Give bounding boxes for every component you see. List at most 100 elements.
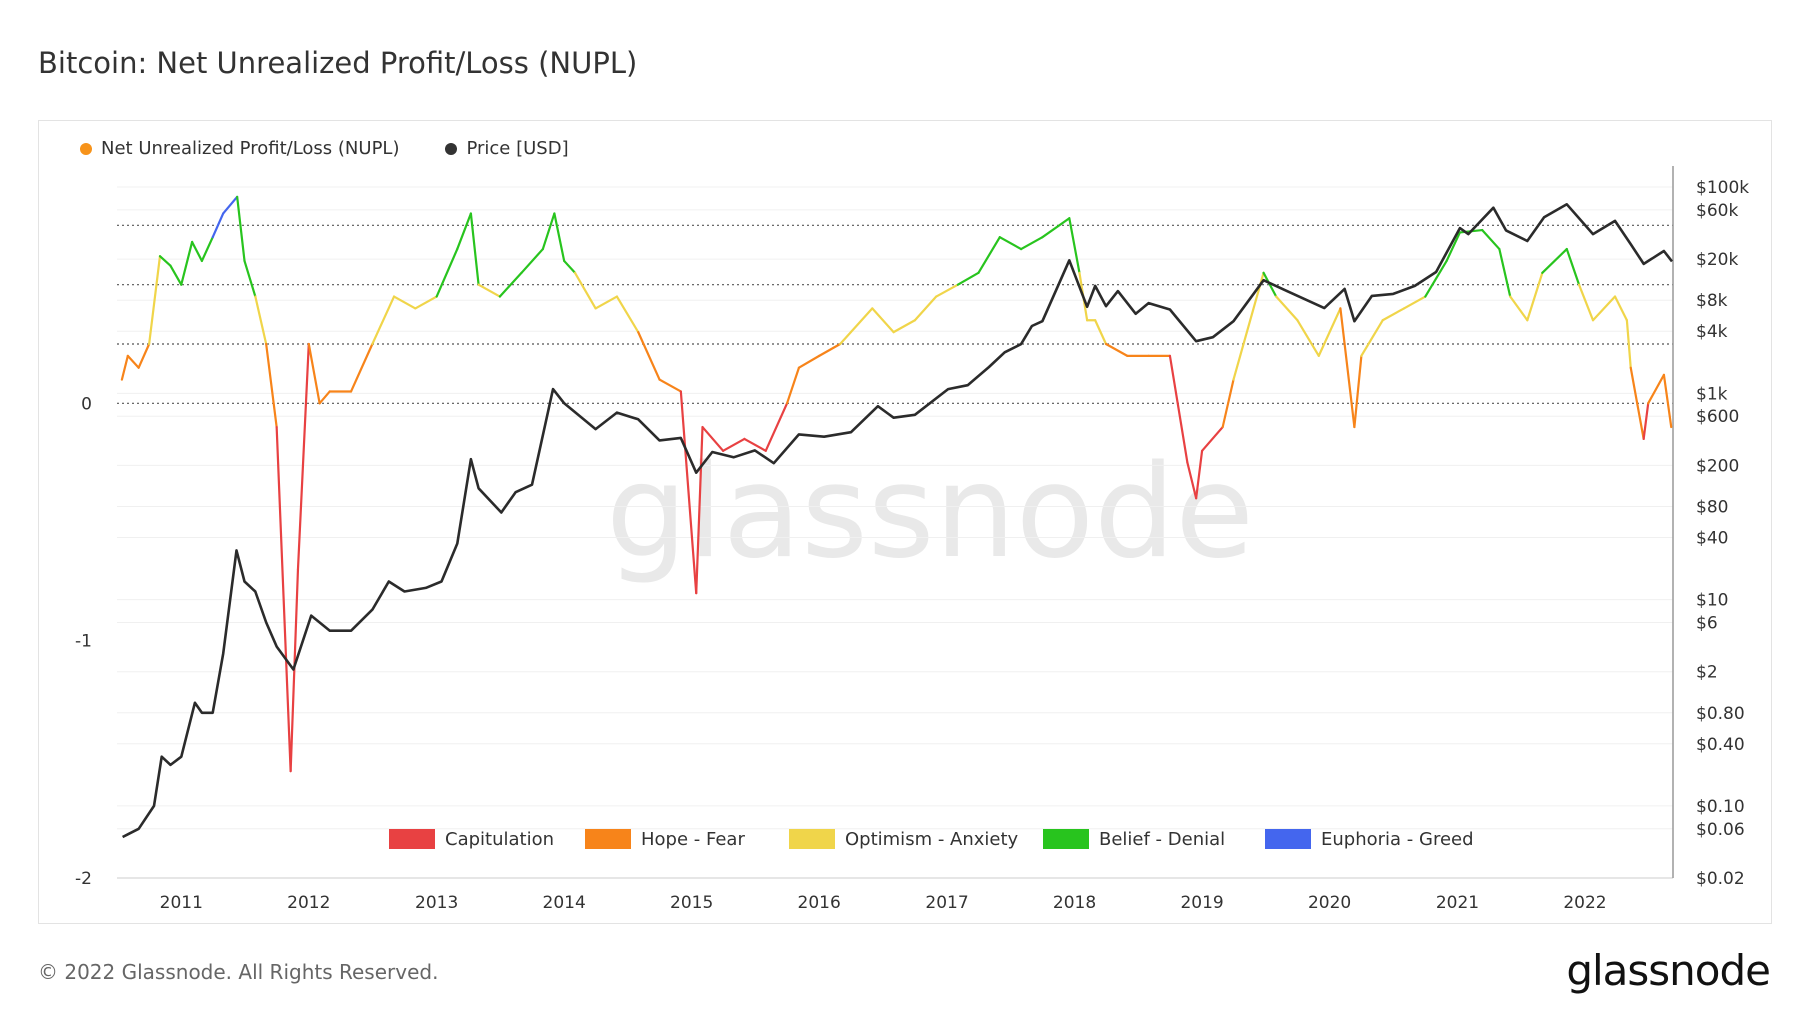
chart-card <box>38 120 1772 924</box>
nupl-segment <box>318 390 331 405</box>
nupl-segment <box>764 402 789 452</box>
nupl-segment <box>1353 354 1363 429</box>
zone-label: Optimism - Anxiety <box>845 829 1019 850</box>
x-tick-label: 2021 <box>1436 893 1479 913</box>
nupl-segment <box>839 307 874 346</box>
right-y-tick-label: $40 <box>1696 529 1728 549</box>
nupl-segment <box>1629 366 1645 441</box>
nupl-segment <box>180 240 194 286</box>
right-y-tick-label: $0.10 <box>1696 797 1745 817</box>
copyright-footer: © 2022 Glassnode. All Rights Reserved. <box>38 960 439 984</box>
right-y-tick-label: $2 <box>1696 663 1718 683</box>
watermark: glassnode <box>606 438 1254 587</box>
nupl-segment <box>679 390 698 595</box>
nupl-segment <box>137 342 151 369</box>
nupl-segment <box>722 437 746 452</box>
nupl-segment <box>1625 319 1632 369</box>
nupl-segment <box>935 283 959 298</box>
x-tick-label: 2017 <box>925 893 968 913</box>
series-legend: Net Unrealized Profit/Loss (NUPL) Price … <box>80 138 569 159</box>
nupl-segment <box>392 295 417 310</box>
nupl-segment <box>956 271 980 286</box>
nupl-segment <box>743 437 767 452</box>
nupl-segment <box>695 425 704 595</box>
nupl-segment <box>371 295 396 346</box>
x-tick-label: 2018 <box>1053 893 1096 913</box>
grid <box>117 186 1673 879</box>
nupl-segment <box>191 240 203 263</box>
nupl-segment <box>977 236 1001 274</box>
nupl-segment <box>1445 231 1461 263</box>
right-y-tick-label: $200 <box>1696 456 1739 476</box>
zone-swatch <box>789 829 835 849</box>
nupl-segment <box>414 295 438 310</box>
nupl-segment <box>563 259 577 274</box>
right-y-tick-label: $10 <box>1696 591 1728 611</box>
legend-dot-price <box>445 142 458 155</box>
legend-dot-nupl <box>80 142 92 155</box>
right-y-tick-label: $0.02 <box>1696 869 1745 889</box>
nupl-segment <box>785 366 801 405</box>
legend-item-nupl[interactable]: Net Unrealized Profit/Loss (NUPL) <box>80 138 399 159</box>
nupl-segment <box>553 212 566 263</box>
nupl-segment <box>1262 271 1278 298</box>
right-y-tick-label: $4k <box>1696 322 1728 342</box>
x-axis: 2011 2012 2013 2014 2015 2016 2017 2018 2019 2020… <box>117 166 1674 913</box>
nupl-segment <box>1577 283 1595 322</box>
nupl-segment <box>913 295 938 322</box>
x-tick-label: 2016 <box>798 893 841 913</box>
zone-label: Euphoria - Greed <box>1321 829 1474 850</box>
nupl-segment <box>1275 295 1299 322</box>
brand-logo[interactable]: glassnode <box>1566 946 1771 995</box>
nupl-segment <box>1360 319 1384 357</box>
nupl-segment <box>435 247 459 298</box>
reference-lines <box>117 224 1673 404</box>
nupl-segment <box>818 342 842 357</box>
right-y-tick-label: $0.06 <box>1696 820 1745 840</box>
zone-label: Capitulation <box>445 829 554 850</box>
nupl-segment <box>126 354 140 369</box>
nupl-segment <box>236 195 246 263</box>
zone-legend: Capitulation Hope - Fear Optimism - Anxiet… <box>389 829 1474 850</box>
nupl-segment <box>871 307 895 334</box>
price-line <box>122 203 1674 839</box>
x-tick-label: 2011 <box>160 893 203 913</box>
nupl-segment <box>1296 319 1320 357</box>
nupl-segment <box>265 342 278 429</box>
nupl-segment <box>998 236 1023 251</box>
nupl-segment <box>1221 378 1235 429</box>
left-y-tick-label: -1 <box>75 632 92 652</box>
nupl-segment <box>1317 307 1342 357</box>
nupl-segment <box>1104 342 1129 357</box>
nupl-segment <box>1662 373 1673 429</box>
right-y-tick-label: $20k <box>1696 250 1738 270</box>
left-y-axis: 0 -1 -2 <box>75 394 92 889</box>
left-y-tick-label: -2 <box>75 869 92 889</box>
nupl-segment <box>1509 295 1529 322</box>
nupl-segment <box>1481 228 1501 251</box>
nupl-segment <box>1647 373 1666 405</box>
zone-label: Belief - Denial <box>1099 829 1225 850</box>
right-y-tick-label: $8k <box>1696 291 1728 311</box>
zone-swatch <box>389 829 435 849</box>
nupl-segment <box>658 378 682 393</box>
x-tick-label: 2019 <box>1180 893 1223 913</box>
legend-item-price[interactable]: Price [USD] <box>445 138 569 159</box>
nupl-segment <box>148 255 162 346</box>
x-tick-label: 2014 <box>543 893 586 913</box>
x-tick-label: 2020 <box>1308 893 1351 913</box>
legend-label-price: Price [USD] <box>466 138 569 159</box>
zone-swatch <box>1265 829 1311 849</box>
nupl-segment <box>1381 307 1406 322</box>
nupl-segment <box>594 295 619 310</box>
nupl-segment <box>1094 319 1108 346</box>
zone-swatch <box>585 829 631 849</box>
nupl-segment <box>615 295 640 334</box>
nupl-segment <box>120 354 129 381</box>
nupl-segment <box>469 212 480 286</box>
nupl-segment <box>349 342 374 393</box>
nupl-segment <box>477 283 501 298</box>
nupl-segment <box>1020 236 1044 251</box>
x-tick-label: 2013 <box>415 893 458 913</box>
